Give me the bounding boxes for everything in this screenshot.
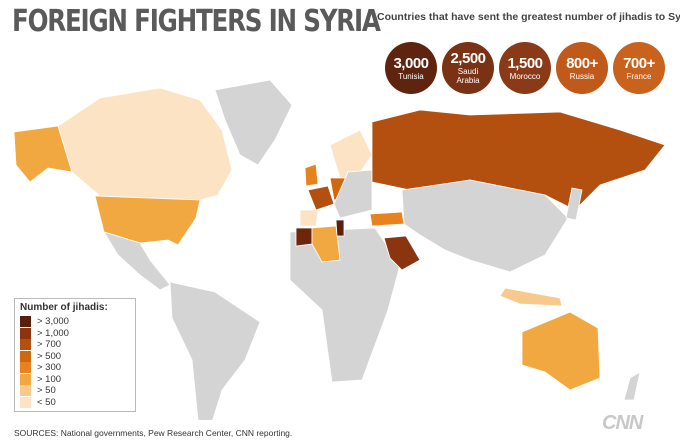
circle-value: 1,500 [507,54,543,72]
circle-country: Saudi Arabia [456,67,480,85]
australia [521,311,601,391]
legend-label: > 500 [37,350,62,362]
sources: SOURCES: National governments, Pew Resea… [14,428,293,438]
circle-country: Morocco [509,71,541,81]
turkey [369,211,405,227]
africa [289,227,401,383]
legend-items: > 3,000 > 1,000 > 700 > 500 > 300 > 100 > 50 < … [20,316,130,408]
legend-swatch [20,373,31,385]
japan [565,187,583,221]
country-circle: 700+ France [613,42,665,94]
legend-swatch [20,362,31,374]
circle-value: 3,000 [393,54,429,72]
saudi-arabia [383,235,421,271]
new-zealand [623,371,641,401]
legend-label: > 100 [37,373,62,385]
legend-item: > 700 [20,339,130,351]
legend-item: > 50 [20,385,130,397]
algeria [311,225,341,263]
subtitle: Countries that have sent the greatest nu… [377,11,680,23]
morocco [295,227,313,247]
legend: Number of jihadis: > 3,000 > 1,000 > 700 > … [14,298,136,412]
legend-swatch [20,316,31,328]
scandinavia [329,129,373,181]
legend-item: > 300 [20,362,130,374]
asia [401,179,569,273]
east-europe [333,169,373,219]
logo: CNN [602,412,643,434]
legend-swatch [20,385,31,397]
legend-item: > 1,000 [20,327,130,340]
country-circle: 1,500 Morocco [499,42,551,94]
legend-item: < 50 [20,396,130,409]
legend-swatch [20,327,31,339]
circle-country: Russia [569,71,595,81]
legend-label: < 50 [37,396,56,408]
country-circle: 2,500 Saudi Arabia [442,42,494,94]
country-circle: 800+ Russia [556,42,608,94]
tunisia [335,219,345,237]
circle-value: 800+ [566,54,598,72]
circle-country: Tunisia [398,71,424,81]
legend-label: > 3,000 [37,316,69,328]
uk [304,163,319,187]
legend-label: > 50 [37,385,56,397]
title: FOREIGN FIGHTERS IN SYRIA [12,4,381,39]
circle-value: 700+ [623,54,655,72]
greenland [214,79,293,166]
circle-country: France [626,71,652,81]
legend-swatch [20,339,31,351]
legend-item: > 3,000 [20,316,130,328]
top-countries: 3,000 Tunisia 2,500 Saudi Arabia 1,500 Morocc… [385,42,665,94]
south-america [169,281,261,420]
france [307,185,335,211]
world-map [13,79,666,420]
circle-value: 2,500 [450,50,486,67]
central-america [103,231,171,291]
legend-label: > 300 [37,362,62,374]
legend-title: Number of jihadis: [20,302,108,313]
legend-label: > 700 [37,339,62,351]
indonesia [499,287,563,307]
legend-swatch [20,396,31,408]
legend-item: > 500 [20,350,130,363]
legend-swatch [20,350,31,362]
countries [13,79,666,420]
spain [299,209,319,227]
legend-label: > 1,000 [37,327,69,339]
legend-item: > 100 [20,373,130,386]
canada [57,87,233,201]
country-circle: 3,000 Tunisia [385,42,437,94]
